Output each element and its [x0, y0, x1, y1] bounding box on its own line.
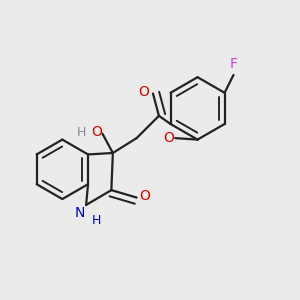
- Text: ·: ·: [92, 126, 96, 139]
- Text: N: N: [74, 206, 85, 220]
- Text: O: O: [139, 85, 149, 99]
- Text: O: O: [91, 125, 102, 139]
- Text: methoxy: methoxy: [167, 147, 173, 148]
- Text: O: O: [163, 130, 174, 145]
- Text: H: H: [92, 214, 101, 227]
- Text: O: O: [139, 189, 150, 203]
- Text: H: H: [77, 126, 86, 139]
- Text: F: F: [230, 57, 238, 71]
